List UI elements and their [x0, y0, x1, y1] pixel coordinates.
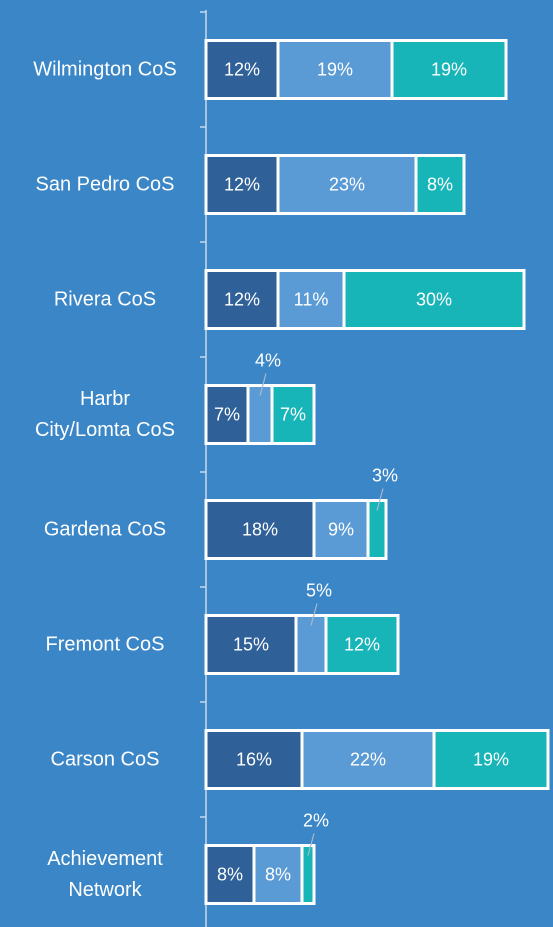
category-label: Harbr City/Lomta CoS [34, 387, 176, 441]
category-label: San Pedro CoS [35, 173, 175, 195]
data-label: 8% [217, 864, 243, 884]
bar-segment [342, 269, 526, 330]
data-label: 23% [329, 174, 365, 194]
data-label: 30% [416, 289, 452, 309]
bar-segment [390, 39, 508, 100]
data-label: 8% [265, 864, 291, 884]
data-label: 19% [317, 59, 353, 79]
data-label: 3% [372, 465, 398, 485]
category-label: Achievement Network [47, 847, 163, 901]
bar-segment [204, 844, 256, 905]
data-label: 12% [344, 634, 380, 654]
data-label: 8% [427, 174, 453, 194]
bar-segment [276, 39, 394, 100]
category-label: Gardena CoS [43, 518, 167, 540]
data-label: 2% [303, 810, 329, 830]
bar-segment [270, 384, 316, 445]
data-label: 19% [431, 59, 467, 79]
leader-line [376, 488, 384, 511]
leader-line [310, 603, 318, 626]
data-label: 5% [306, 580, 332, 600]
bar-segment [204, 154, 280, 215]
bar-segment [204, 384, 250, 445]
bar-segment [204, 269, 280, 330]
data-label: 18% [242, 519, 278, 539]
bar-segment [276, 154, 418, 215]
bar-segment [300, 844, 316, 905]
category-label: Carson CoS [50, 748, 160, 770]
leader-line [307, 833, 315, 856]
data-label: 16% [236, 749, 272, 769]
data-label: 15% [233, 634, 269, 654]
data-label: 12% [224, 289, 260, 309]
data-label: 12% [224, 59, 260, 79]
bar-segment [414, 154, 466, 215]
bar-segment [312, 499, 370, 560]
category-label: Wilmington CoS [33, 58, 177, 80]
bar-segment [294, 614, 328, 675]
bar-segment [204, 614, 298, 675]
data-label: 9% [328, 519, 354, 539]
data-label: 12% [224, 174, 260, 194]
data-label: 22% [350, 749, 386, 769]
bar-segment [204, 729, 304, 790]
data-label: 7% [214, 404, 240, 424]
data-label: 4% [255, 350, 281, 370]
data-label: 11% [294, 289, 329, 309]
category-label: Fremont CoS [45, 633, 165, 655]
category-label: Rivera CoS [53, 288, 157, 310]
data-label: 7% [280, 404, 306, 424]
bar-segment [432, 729, 550, 790]
bar-segment [366, 499, 388, 560]
leader-line [259, 373, 267, 396]
bar-segment [324, 614, 400, 675]
data-label: 19% [473, 749, 509, 769]
bar-segment [300, 729, 436, 790]
